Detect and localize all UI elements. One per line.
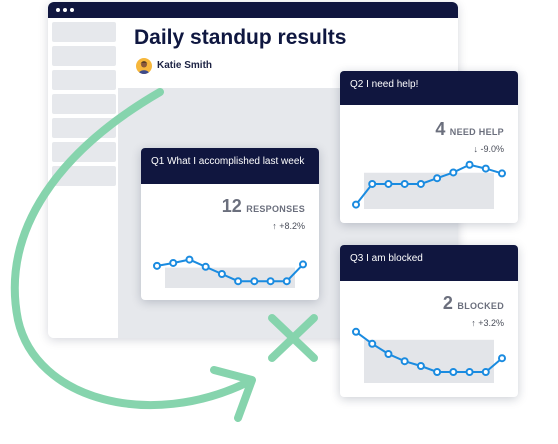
- trend-point: [449, 168, 458, 177]
- trend-point: [217, 270, 226, 278]
- card-header: Q1 What I accomplished last week: [141, 148, 319, 184]
- metric-number: 2: [442, 293, 453, 313]
- chart-area: [364, 339, 494, 383]
- sidebar-item[interactable]: [52, 22, 116, 42]
- trend-point: [465, 160, 474, 169]
- trend-chart: [153, 255, 307, 288]
- card-q3[interactable]: Q3 I am blocked 2 BLOCKED ↑ +3.2%: [340, 245, 518, 397]
- window-dot: [56, 8, 60, 12]
- window-dot: [63, 8, 67, 12]
- card-header: Q3 I am blocked: [340, 245, 518, 281]
- card-question: Q3 I am blocked: [350, 253, 423, 264]
- trend-point: [433, 368, 442, 376]
- sidebar-item[interactable]: [52, 70, 116, 90]
- metric-label: NEED HELP: [449, 127, 504, 137]
- metric-value: 2 BLOCKED: [443, 293, 504, 314]
- trend-point: [400, 179, 409, 188]
- metric-value: 12 RESPONSES: [222, 196, 305, 217]
- trend-point: [433, 174, 442, 183]
- trend-point: [169, 258, 178, 267]
- chart-area: [364, 172, 494, 209]
- card-question: Q2 I need help!: [350, 79, 419, 90]
- trend-chart: [352, 160, 506, 209]
- metric-label: RESPONSES: [246, 204, 305, 214]
- sidebar-item[interactable]: [52, 166, 116, 186]
- card-q1[interactable]: Q1 What I accomplished last week 12 RESP…: [141, 148, 319, 300]
- window-dot: [70, 8, 74, 12]
- close-x-icon: [268, 314, 318, 362]
- trend-point: [498, 354, 506, 363]
- card-question: Q1 What I accomplished last week: [151, 156, 305, 167]
- trend-point: [416, 179, 425, 188]
- trend-point: [368, 179, 377, 188]
- trend-point: [416, 362, 425, 370]
- metric-value: 4 NEED HELP: [435, 119, 504, 140]
- trend-point: [352, 327, 360, 336]
- trend-point: [384, 350, 393, 358]
- trend-point: [352, 200, 360, 209]
- sidebar-item[interactable]: [52, 46, 116, 66]
- card-q2[interactable]: Q2 I need help! 4 NEED HELP ↓ -9.0%: [340, 71, 518, 223]
- trend-point: [234, 277, 243, 286]
- metric-number: 4: [435, 119, 446, 139]
- window-titlebar: [48, 2, 458, 18]
- trend-point: [299, 260, 307, 269]
- trend-point: [282, 277, 291, 286]
- metric-label: BLOCKED: [457, 301, 504, 311]
- metric-change: ↑ +8.2%: [272, 221, 305, 231]
- card-header: Q2 I need help!: [340, 71, 518, 105]
- trend-point: [481, 164, 490, 173]
- metric-number: 12: [221, 196, 242, 216]
- trend-point: [368, 339, 377, 348]
- trend-point: [153, 261, 161, 270]
- trend-point: [465, 368, 474, 376]
- trend-line: [156, 258, 304, 283]
- trend-point: [250, 277, 259, 286]
- metric-change: ↓ -9.0%: [473, 144, 504, 154]
- trend-point: [481, 368, 490, 376]
- trend-point: [498, 169, 506, 178]
- trend-point: [449, 368, 458, 376]
- trend-line: [355, 330, 503, 373]
- trend-point: [400, 357, 409, 366]
- trend-point: [185, 255, 194, 264]
- sidebar-item[interactable]: [52, 94, 116, 114]
- trend-chart: [352, 327, 506, 383]
- user-name: Katie Smith: [157, 60, 213, 71]
- page-title: Daily standup results: [134, 26, 347, 49]
- trend-point: [266, 277, 275, 286]
- avatar: [136, 58, 152, 74]
- trend-point: [201, 262, 210, 271]
- metric-change: ↑ +3.2%: [471, 318, 504, 328]
- trend-line: [355, 163, 503, 206]
- trend-point: [384, 179, 393, 188]
